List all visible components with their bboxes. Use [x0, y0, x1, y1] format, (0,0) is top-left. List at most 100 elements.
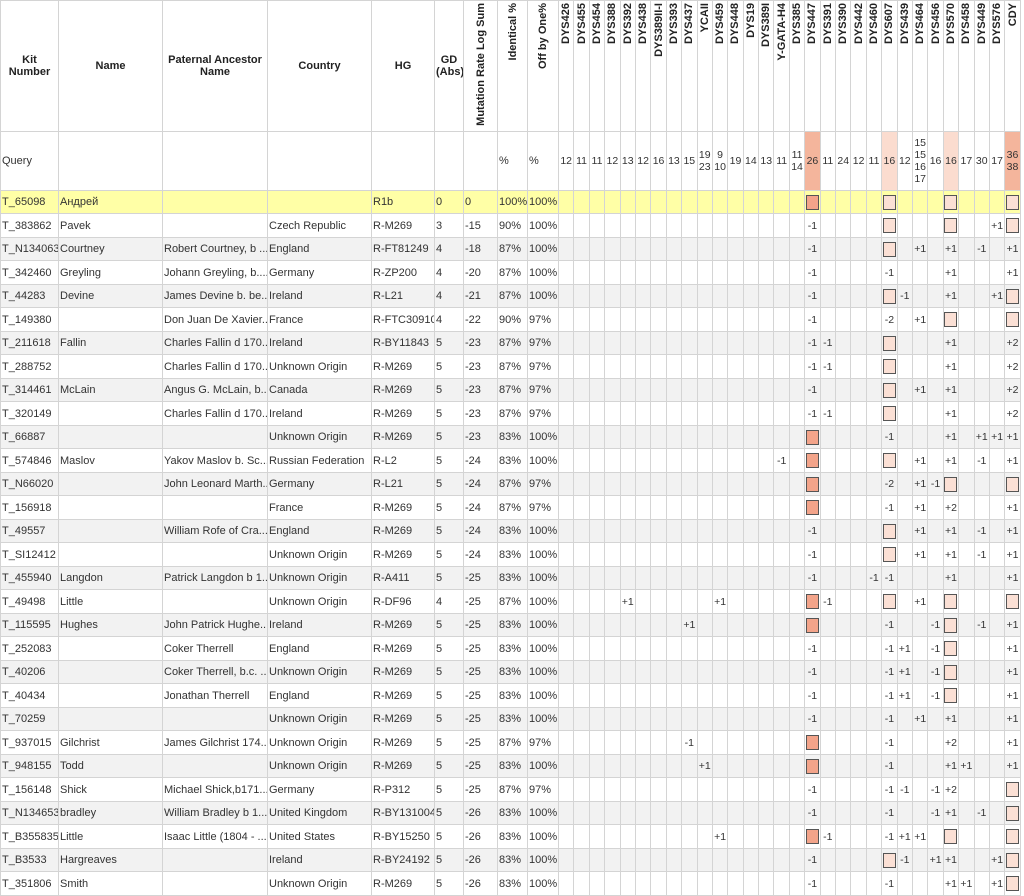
marker-cell [850, 612, 867, 638]
marker-diff: +1 [942, 448, 960, 473]
highlight-box [944, 194, 958, 210]
marker-cell [958, 565, 975, 591]
match-row: T_49498 Little Unknown Origin R-DF96 4 -25 87%… [0, 589, 1021, 614]
rate-cell: -15 [463, 213, 498, 238]
gd-cell: 0 [434, 189, 464, 215]
marker-cell [727, 495, 744, 520]
marker-cell [665, 542, 683, 567]
highlight-box [882, 218, 896, 234]
marker-cell [973, 354, 990, 379]
query-off-by-one: % [527, 130, 559, 191]
marker-cell [865, 307, 883, 332]
marker-cell [1004, 847, 1021, 873]
marker-cell [557, 401, 575, 426]
marker-cell [604, 283, 621, 309]
hg-cell: R-M269 [371, 659, 435, 685]
marker-cell [865, 612, 883, 638]
marker-header: DYS449 [973, 0, 990, 132]
hg-cell: R-M269 [371, 495, 435, 520]
identical-cell: 83% [497, 612, 528, 638]
rate-cell: -24 [463, 518, 498, 544]
marker-cell [573, 565, 590, 591]
match-row: T_211618 Fallin Charles Fallin d 170... Ire… [0, 330, 1021, 356]
marker-cell [1004, 800, 1021, 826]
marker-cell [711, 260, 729, 285]
marker-diff: +1 [1004, 659, 1021, 685]
kit-cell: T_115595 [0, 612, 59, 638]
query-value: 13 [665, 130, 683, 191]
marker-cell [865, 236, 883, 262]
marker-cell [804, 189, 821, 215]
country-cell: Unknown Origin [267, 753, 372, 779]
country-cell: Ireland [267, 283, 372, 309]
marker-cell [788, 424, 806, 450]
query-value: 16 [942, 130, 960, 191]
marker-cell [773, 377, 790, 403]
hg-cell: R-M269 [371, 612, 435, 638]
marker-cell [696, 800, 713, 826]
marker-cell [958, 471, 975, 497]
marker-cell [958, 307, 975, 332]
marker-cell [835, 401, 852, 426]
marker-cell [557, 706, 575, 732]
marker-cell [865, 189, 883, 215]
ancestor-cell: John Leonard Marth... [162, 471, 268, 497]
hg-cell: R-FTC30910 [371, 307, 435, 332]
marker-diff: -1 [881, 683, 898, 708]
marker-header-text: DYS607 [883, 3, 896, 44]
marker-cell [819, 495, 837, 520]
marker-diff: +1 [942, 260, 960, 285]
highlight-box [882, 382, 896, 398]
marker-cell [557, 659, 575, 685]
gd-cell: 4 [434, 283, 464, 309]
marker-cell [742, 424, 760, 450]
marker-cell [711, 495, 729, 520]
marker-cell [650, 824, 667, 849]
query-value: 11 [865, 130, 883, 191]
marker-diff: +1 [942, 424, 960, 450]
marker-diff: -1 [804, 236, 821, 262]
empty-cell [162, 495, 268, 520]
marker-cell [742, 401, 760, 426]
match-row: T_40206 Coker Therrell, b.c. ... Unknown O… [0, 659, 1021, 685]
match-row: T_149380 Don Juan De Xavier... France R-FTC… [0, 307, 1021, 332]
highlight-box [882, 194, 896, 210]
marker-cell [711, 354, 729, 379]
marker-header-text: DYS438 [637, 3, 650, 44]
marker-cell [788, 612, 806, 638]
marker-diff: -1 [927, 659, 944, 685]
column-header: Identical % [497, 0, 528, 132]
rate-cell: -26 [463, 871, 498, 896]
marker-cell [835, 753, 852, 779]
marker-header: DYS442 [850, 0, 867, 132]
marker-cell [758, 871, 775, 896]
marker-cell [696, 824, 713, 849]
marker-cell [665, 824, 683, 849]
marker-cell [927, 542, 944, 567]
marker-cell [896, 448, 913, 473]
empty-cell [162, 542, 268, 567]
marker-cell [988, 518, 1006, 544]
marker-cell [711, 213, 729, 238]
marker-cell [1004, 824, 1021, 849]
marker-cell [573, 189, 590, 215]
highlight-box [882, 453, 896, 469]
marker-diff: +1 [911, 542, 929, 567]
country-cell: Unknown Origin [267, 730, 372, 755]
marker-header-text: DYS460 [868, 3, 880, 44]
marker-cell [557, 636, 575, 661]
marker-cell [958, 706, 975, 732]
marker-diff: -1 [819, 824, 837, 849]
column-header: GD (Abs) [434, 0, 464, 132]
query-value: 11 [573, 130, 590, 191]
marker-cell [604, 636, 621, 661]
hg-cell: R-M269 [371, 871, 435, 896]
query-value-line: 19 [698, 148, 711, 161]
marker-cell [557, 565, 575, 591]
marker-cell [881, 354, 898, 379]
marker-cell [557, 847, 575, 873]
marker-cell [758, 753, 775, 779]
marker-cell [650, 636, 667, 661]
marker-cell [819, 236, 837, 262]
ancestor-cell: John Patrick Hughe... [162, 612, 268, 638]
